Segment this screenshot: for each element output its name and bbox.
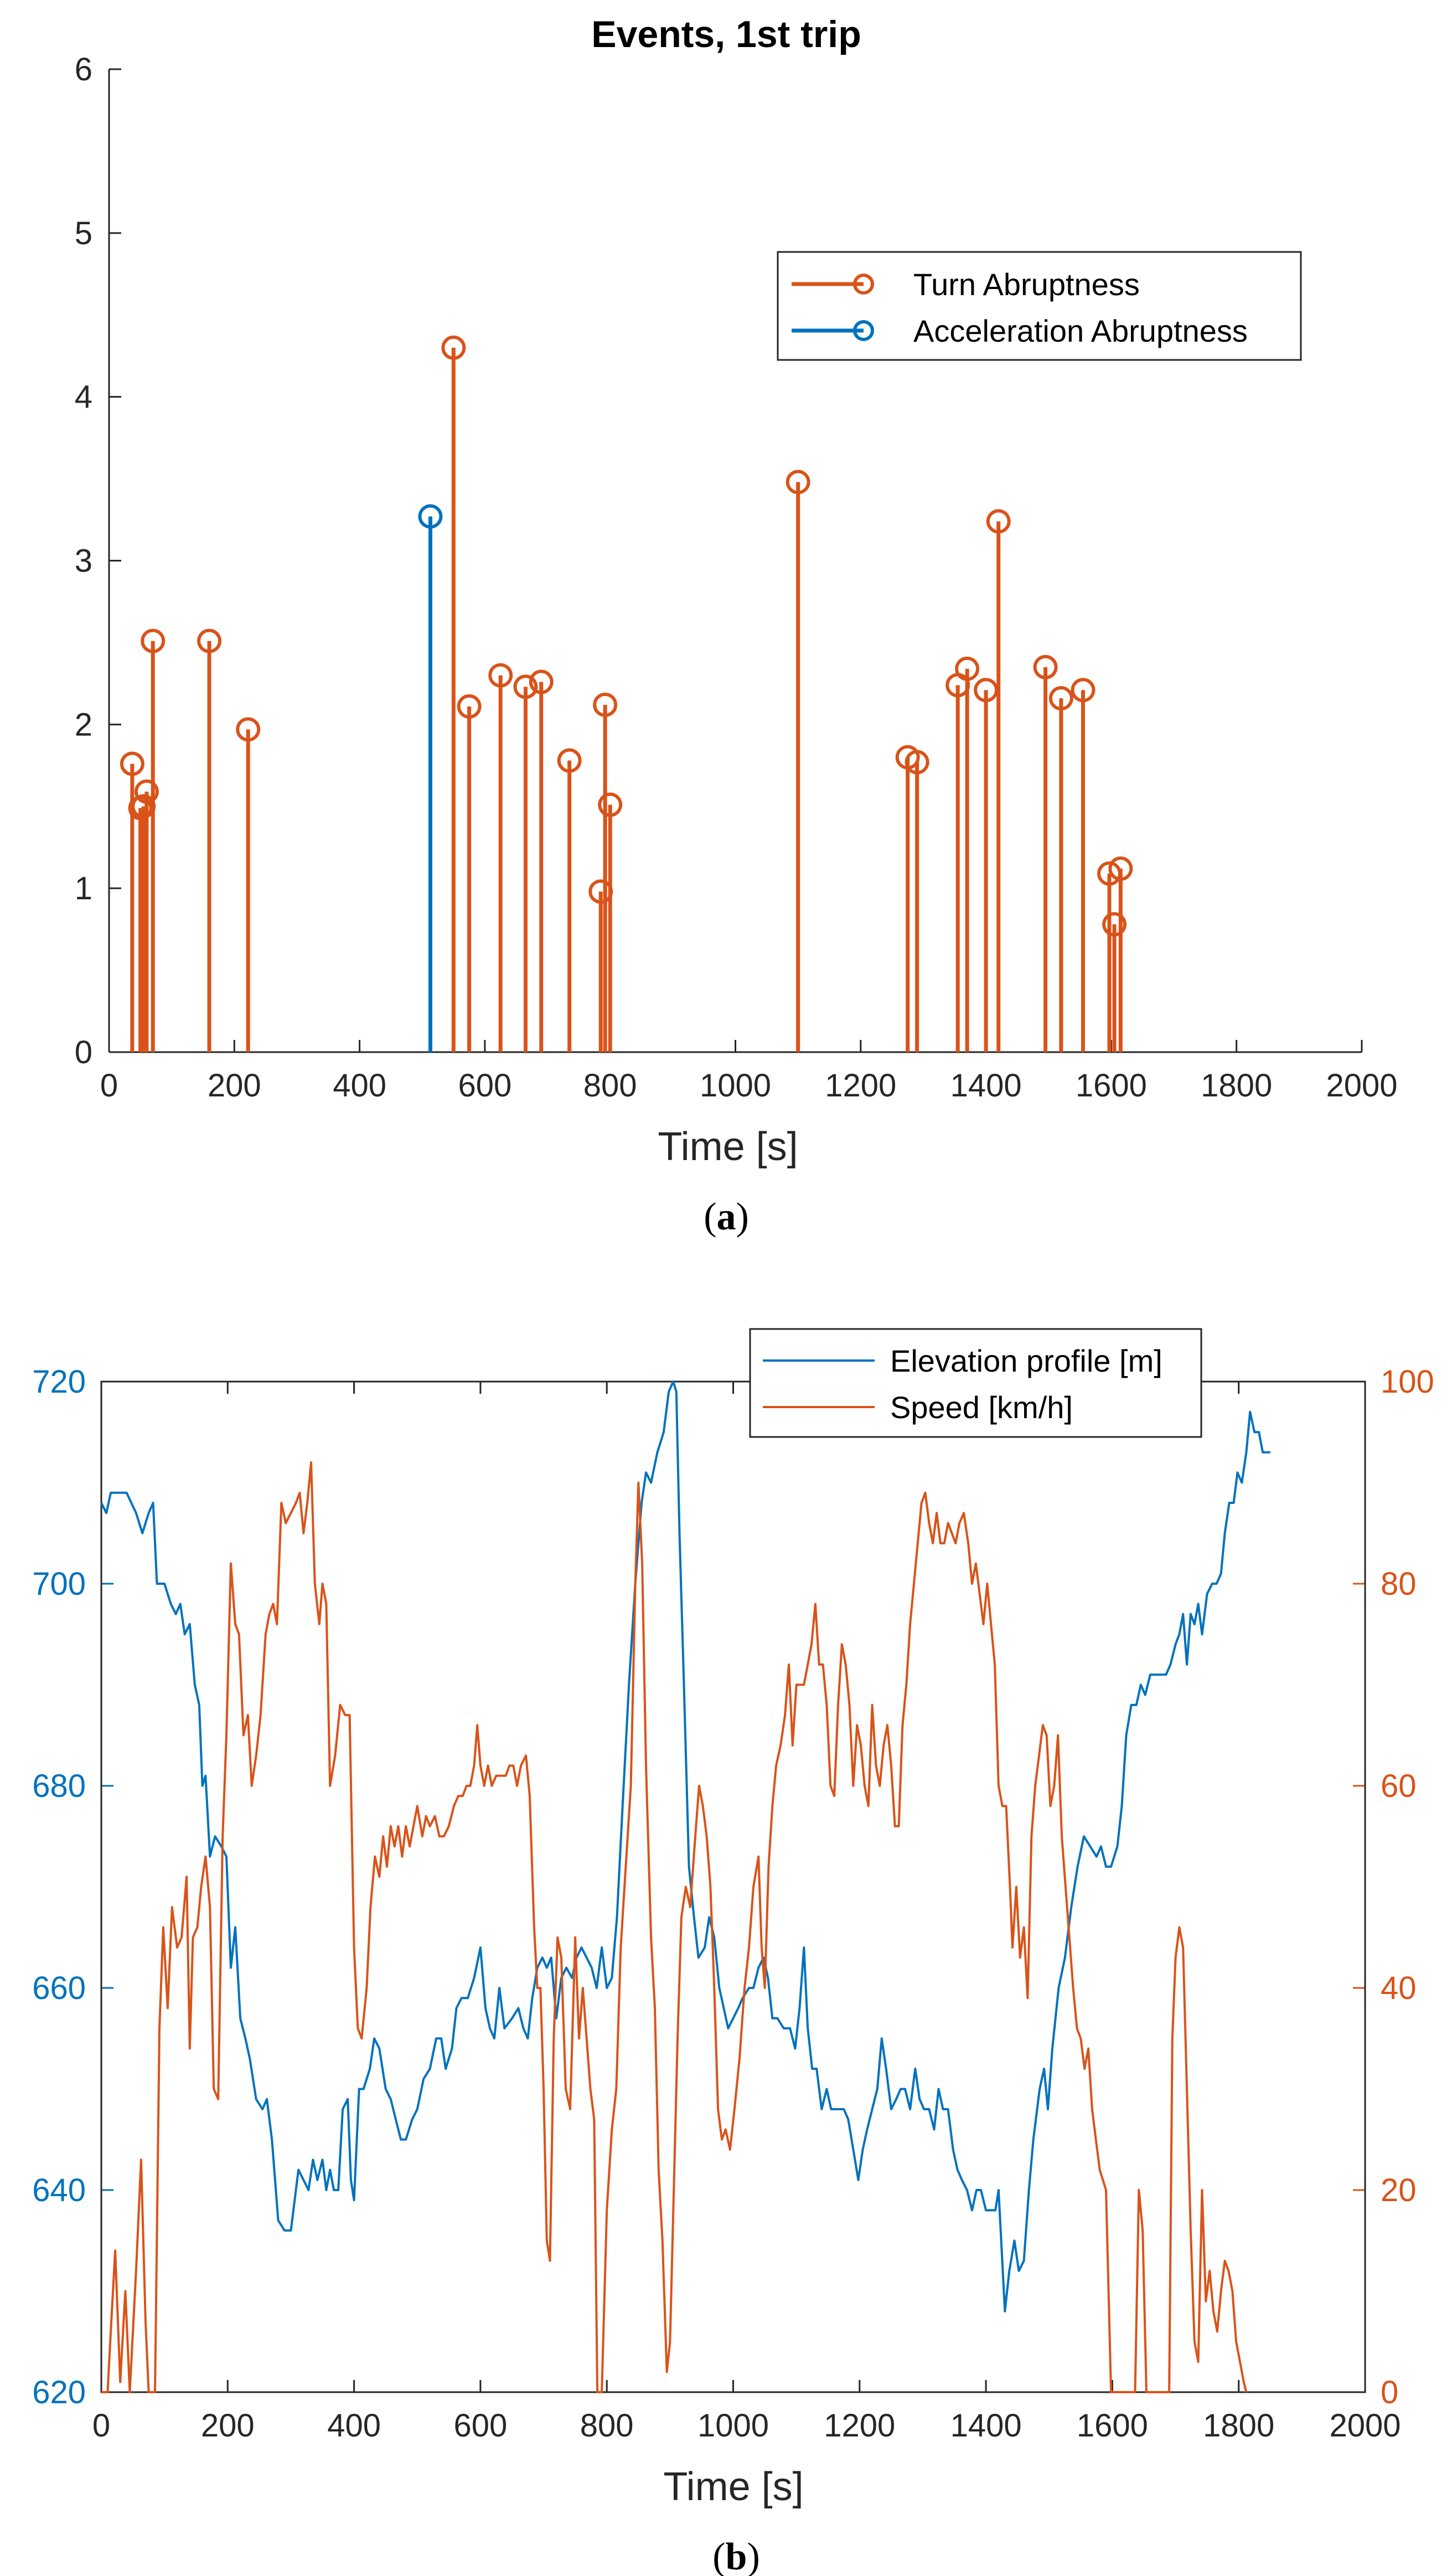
x-tick-label: 400 bbox=[333, 1068, 386, 1104]
stem-marker bbox=[418, 504, 443, 529]
stem-marker bbox=[529, 669, 554, 694]
stem-marker bbox=[1102, 912, 1127, 937]
x-tick-label: 1600 bbox=[1076, 1068, 1147, 1104]
stem-marker bbox=[955, 656, 980, 681]
panel-label-close: ) bbox=[747, 2536, 759, 2576]
x-tick-label: 1000 bbox=[697, 2408, 769, 2444]
y-tick-label: 4 bbox=[75, 379, 92, 415]
x-tick-label: 2000 bbox=[1329, 2408, 1401, 2444]
legend: Elevation profile [m] Speed [km/h] bbox=[749, 1328, 1202, 1438]
right-y-tick-label: 60 bbox=[1381, 1768, 1417, 1804]
x-tick-label: 200 bbox=[208, 1068, 261, 1104]
y-tick-label: 0 bbox=[75, 1034, 92, 1070]
right-y-tick-label: 40 bbox=[1381, 1970, 1417, 2006]
legend-label-acceleration: Acceleration Abruptness bbox=[913, 313, 1248, 348]
legend-box bbox=[777, 251, 1302, 361]
line-chart-elevation-speed: 0 200 400 600 800 1000 1200 1400 1600 1800 2000620… bbox=[32, 1328, 1434, 2576]
left-y-tick-label: 680 bbox=[32, 1768, 86, 1804]
legend-label-turn: Turn Abruptness bbox=[913, 267, 1140, 302]
x-tick-label: 0 bbox=[100, 1068, 118, 1104]
x-tick-label: 1200 bbox=[824, 2408, 895, 2444]
legend-box bbox=[749, 1328, 1202, 1438]
x-tick-label: 2000 bbox=[1326, 1068, 1397, 1104]
left-y-tick-label: 700 bbox=[32, 1566, 86, 1602]
panel-label-b: (b) bbox=[712, 2536, 760, 2576]
right-y-tick-label: 0 bbox=[1381, 2374, 1398, 2410]
panel-label-open: ( bbox=[704, 1196, 716, 1238]
right-y-tick-label: 100 bbox=[1381, 1364, 1434, 1400]
stem-marker bbox=[974, 678, 999, 703]
stem-marker bbox=[120, 751, 144, 776]
stem-marker bbox=[593, 692, 618, 717]
stem-marker bbox=[236, 717, 261, 742]
panel-label-close: ) bbox=[736, 1196, 749, 1238]
y-tick-label: 1 bbox=[75, 870, 92, 906]
left-y-tick-label: 620 bbox=[32, 2374, 86, 2410]
y-tick-label: 5 bbox=[75, 215, 92, 251]
x-tick-label: 800 bbox=[580, 2408, 634, 2444]
x-tick-label: 1400 bbox=[950, 1068, 1022, 1104]
panel-label-letter: b bbox=[726, 2536, 747, 2576]
x-axis-label: Time [s] bbox=[663, 2465, 803, 2509]
x-tick-label: 800 bbox=[583, 1068, 637, 1104]
stem-marker bbox=[1033, 655, 1058, 679]
series-turn-abruptness bbox=[120, 335, 1133, 1052]
right-y-tick-label: 20 bbox=[1381, 2172, 1417, 2208]
x-tick-label: 1400 bbox=[950, 2408, 1022, 2444]
legend-label-elevation: Elevation profile [m] bbox=[890, 1343, 1162, 1378]
stem-marker bbox=[557, 748, 582, 773]
stem-marker bbox=[1108, 856, 1133, 881]
plot-box bbox=[100, 1380, 1366, 2393]
stem-marker bbox=[1048, 686, 1073, 710]
stem-marker bbox=[134, 779, 159, 804]
legend-label-speed: Speed [km/h] bbox=[890, 1390, 1073, 1425]
left-y-tick-label: 720 bbox=[32, 1364, 86, 1400]
stem-marker bbox=[488, 663, 513, 688]
stem-marker bbox=[441, 335, 466, 360]
x-tick-label: 1200 bbox=[825, 1068, 896, 1104]
elevation-line bbox=[100, 1380, 1270, 2312]
x-tick-label: 1800 bbox=[1203, 2408, 1274, 2444]
panel-label-letter: a bbox=[717, 1196, 736, 1238]
legend-marker-turn bbox=[853, 274, 874, 295]
panel-label-open: ( bbox=[712, 2536, 725, 2576]
x-axis-label: Time [s] bbox=[658, 1125, 798, 1169]
stem-chart-events: Events, 1st trip 0 200 400 600 800 1000 1200 14… bbox=[75, 13, 1398, 1238]
stem-marker bbox=[141, 628, 166, 653]
panel-label-a: (a) bbox=[704, 1196, 749, 1238]
legend-marker-acceleration bbox=[853, 320, 874, 341]
stem-marker bbox=[457, 694, 482, 719]
stem-marker bbox=[986, 509, 1011, 534]
stem-marker bbox=[598, 792, 623, 817]
chart-title: Events, 1st trip bbox=[591, 13, 861, 55]
left-y-tick-label: 660 bbox=[32, 1970, 86, 2006]
legend: Turn Abruptness Acceleration Abruptness bbox=[777, 251, 1302, 361]
x-tick-label: 600 bbox=[458, 1068, 512, 1104]
x-tick-label: 600 bbox=[454, 2408, 508, 2444]
x-tick-label: 1600 bbox=[1077, 2408, 1148, 2444]
x-tick-label: 200 bbox=[201, 2408, 255, 2444]
y-tick-label: 3 bbox=[75, 543, 92, 579]
stem-marker bbox=[1071, 678, 1096, 703]
left-y-tick-label: 640 bbox=[32, 2172, 86, 2208]
series-acceleration-abruptness bbox=[418, 504, 443, 1052]
x-tick-label: 1000 bbox=[700, 1068, 771, 1104]
stem-marker bbox=[786, 470, 810, 494]
y-tick-label: 6 bbox=[75, 51, 92, 87]
y-tick-label: 2 bbox=[75, 707, 92, 743]
x-tick-label: 1800 bbox=[1201, 1068, 1272, 1104]
x-tick-label: 400 bbox=[327, 2408, 381, 2444]
speed-line bbox=[101, 1461, 1248, 2393]
stem-marker bbox=[513, 674, 538, 699]
right-y-tick-label: 80 bbox=[1381, 1566, 1417, 1602]
x-tick-label: 0 bbox=[92, 2408, 110, 2444]
stem-marker bbox=[905, 750, 929, 775]
stem-marker bbox=[197, 628, 222, 653]
